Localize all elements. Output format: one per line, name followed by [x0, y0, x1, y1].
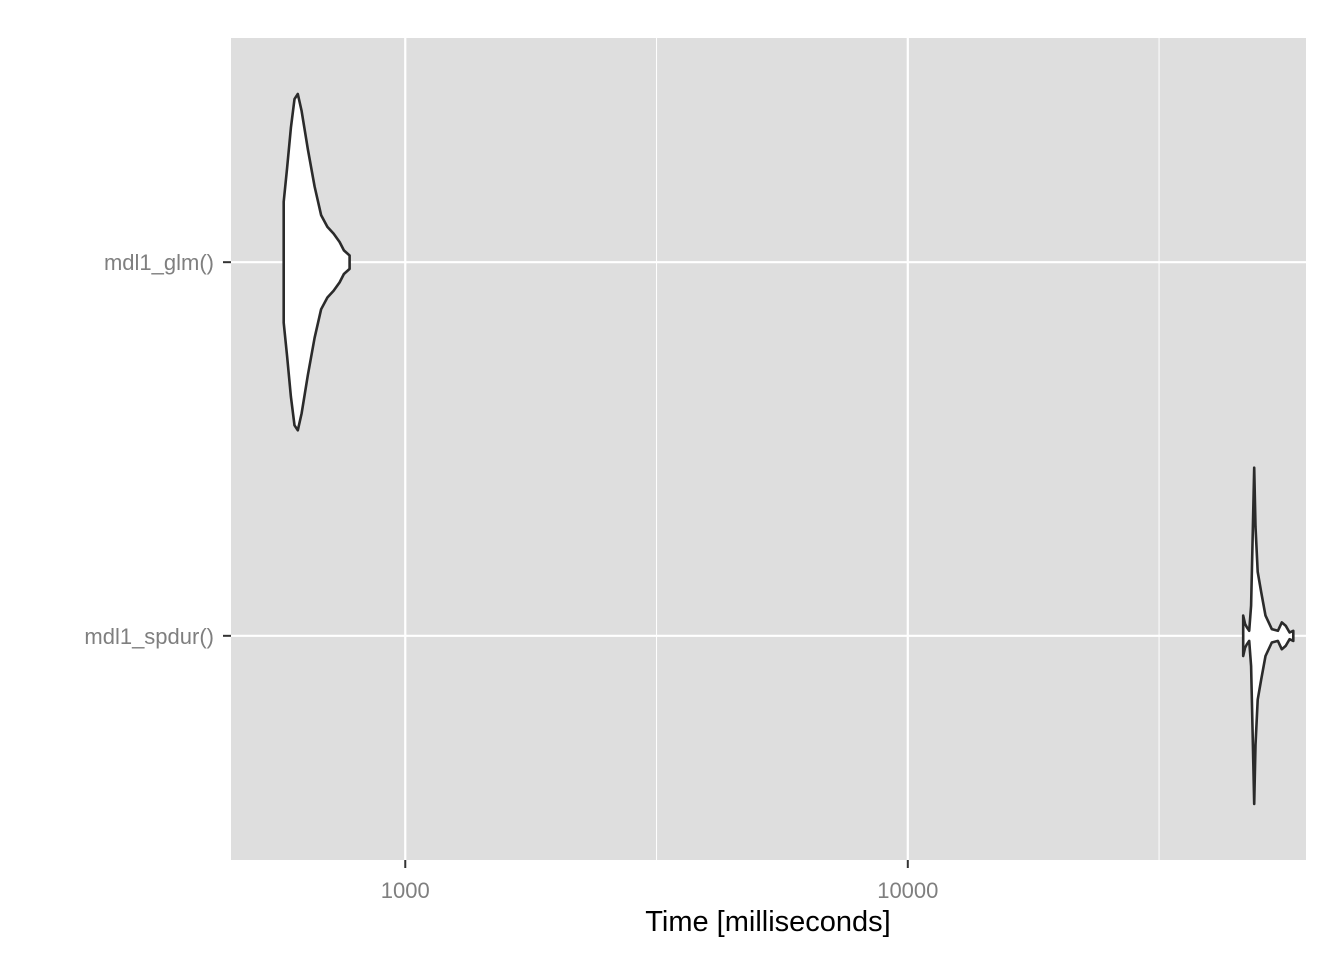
y-tick-label: mdl1_glm() — [104, 250, 214, 275]
violin-mdl1-spdur — [1241, 466, 1295, 806]
x-tick-label: 10000 — [877, 878, 938, 903]
x-axis-title: Time [milliseconds] — [645, 906, 890, 938]
y-tick-label: mdl1_spdur() — [84, 624, 214, 649]
violin-mdl1-glm — [282, 92, 351, 432]
plot-panel — [231, 38, 1306, 860]
x-tick-label: 1000 — [381, 878, 430, 903]
